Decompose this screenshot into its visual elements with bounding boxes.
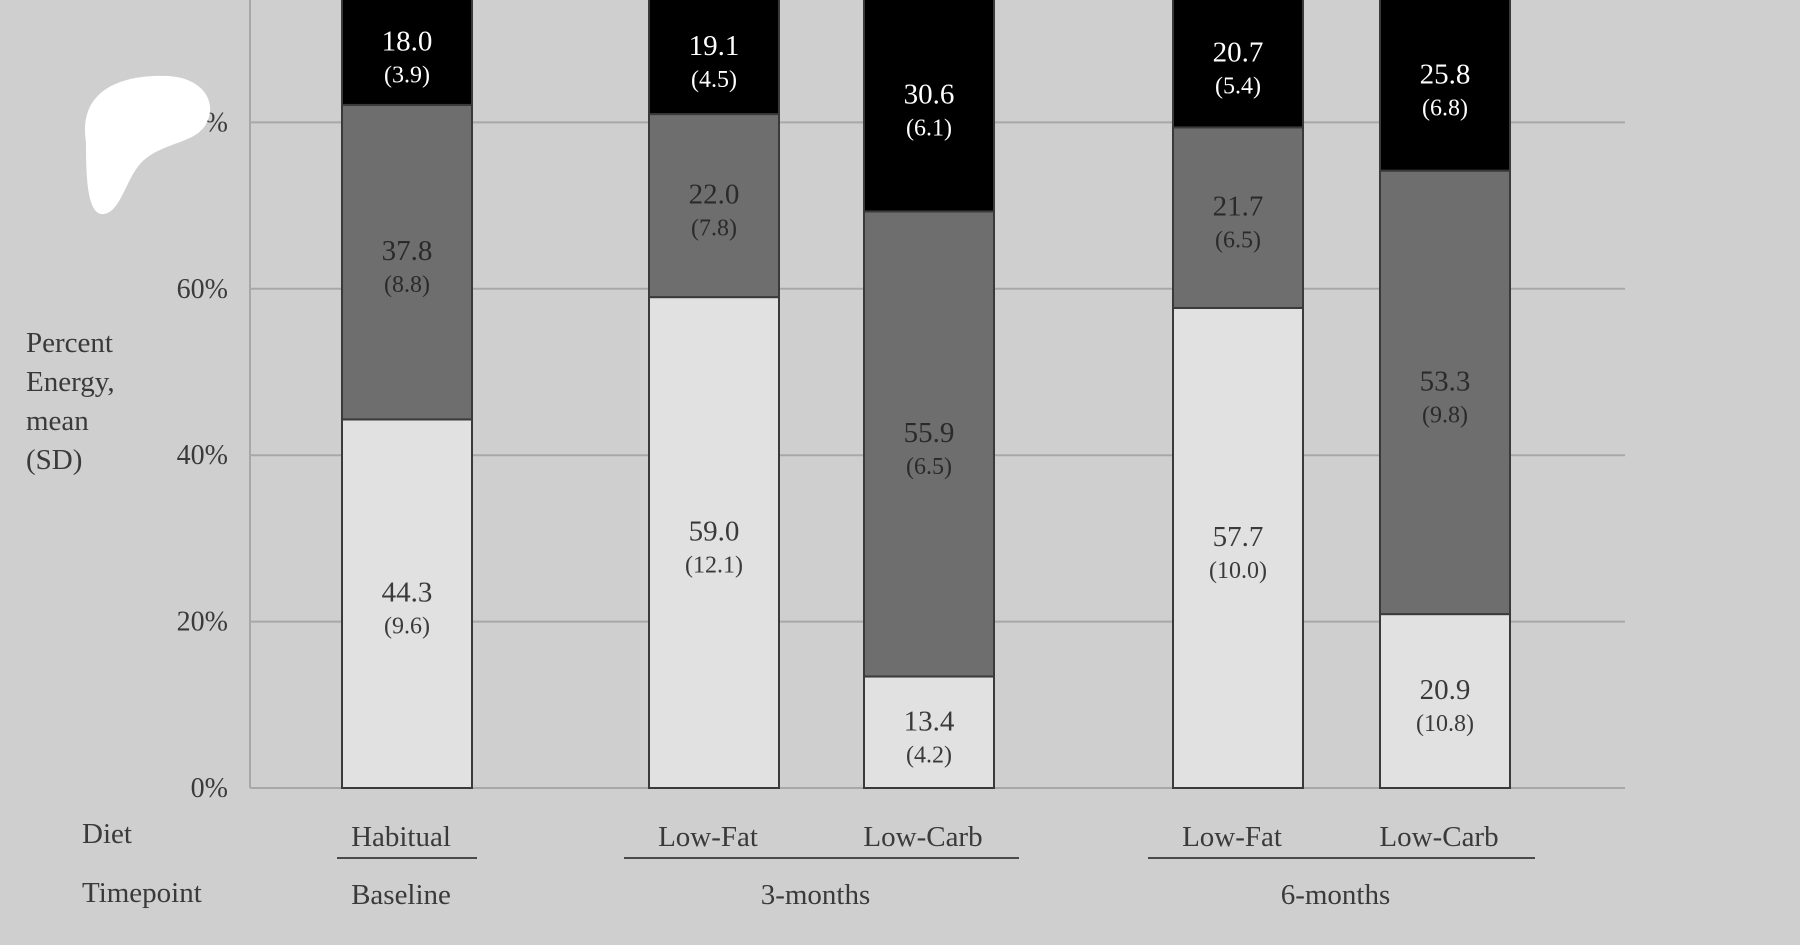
- bar-sd-label: (8.8): [384, 272, 430, 298]
- y-axis-label-line: Percent: [26, 327, 113, 359]
- bar-segment: [863, 0, 995, 213]
- bar-segment: [1379, 0, 1511, 172]
- y-tick-label: 0%: [191, 773, 228, 804]
- bar-value-label: 59.0: [689, 516, 740, 548]
- bar-segment: [1172, 126, 1304, 309]
- bar-segment: [1172, 0, 1304, 129]
- bar-segment: [1379, 169, 1511, 616]
- y-axis-label: Percent Energy, mean (SD): [26, 327, 115, 476]
- y-axis-label-line: Energy,: [26, 366, 115, 398]
- bar-value-label: 57.7: [1213, 521, 1264, 553]
- category-labels: Habitual Low-Fat Low-Carb Low-Fat Low-Carb Ba…: [337, 821, 1535, 911]
- bar-value-label: 30.6: [904, 79, 955, 111]
- bar-value-label: 20.7: [1213, 37, 1264, 69]
- timepoint-label: 3-months: [761, 879, 871, 911]
- bars: 44.3 (9.6) 37.8 (8.8) 18.0 (3.9) 59.0 (12.1) 22.…: [341, 0, 1511, 790]
- bar-value-label: 19.1: [689, 30, 740, 62]
- bar-sd-label: (6.5): [1215, 228, 1261, 254]
- bar-value-label: 37.8: [382, 235, 433, 267]
- bar-value-label: 22.0: [689, 179, 740, 211]
- bar-value-label: 53.3: [1420, 365, 1471, 397]
- category-label: Low-Carb: [1379, 821, 1498, 853]
- bar-segment: [648, 296, 780, 789]
- bar-value-label: 44.3: [382, 577, 433, 609]
- bar-sd-label: (10.0): [1209, 558, 1267, 584]
- y-axis-label-line: mean: [26, 405, 89, 437]
- bar-segment: [648, 0, 780, 116]
- bar-segment: [863, 210, 995, 678]
- bar-segment: [863, 675, 995, 790]
- bar-value-label: 18.0: [382, 25, 433, 57]
- bar-value-label: 20.9: [1420, 674, 1471, 706]
- timepoint-label: 6-months: [1281, 879, 1391, 911]
- bar-sd-label: (12.1): [685, 553, 743, 579]
- bar-segment: [341, 418, 473, 789]
- timepoint-row-label: Timepoint: [82, 877, 202, 909]
- bar-sd-label: (3.9): [384, 62, 430, 88]
- bar-value-label: 13.4: [904, 705, 955, 737]
- y-axis-label-line: (SD): [26, 444, 82, 476]
- bar-segment: [1172, 306, 1304, 789]
- bar-segment: [648, 113, 780, 299]
- bar-sd-label: (5.4): [1215, 74, 1261, 100]
- bar-sd-label: (10.8): [1416, 711, 1474, 737]
- bar-value-label: 55.9: [904, 417, 955, 449]
- bar-sd-label: (6.1): [906, 116, 952, 142]
- category-label: Low-Fat: [658, 821, 758, 853]
- bar-sd-label: (7.8): [691, 216, 737, 242]
- bar-sd-label: (4.2): [906, 742, 952, 768]
- bar-sd-label: (6.8): [1422, 95, 1468, 121]
- bar-segment: [341, 103, 473, 421]
- bar-sd-label: (6.5): [906, 454, 952, 480]
- y-tick-label: 20%: [177, 607, 228, 638]
- category-label: Low-Carb: [863, 821, 982, 853]
- bar-sd-label: (9.8): [1422, 402, 1468, 428]
- bar-sd-label: (9.6): [384, 614, 430, 640]
- bar-segment: [341, 0, 473, 106]
- diet-row-label: Diet: [82, 818, 132, 850]
- category-label: Low-Fat: [1182, 821, 1282, 853]
- timepoint-label: Baseline: [351, 879, 451, 911]
- category-label: Habitual: [351, 821, 451, 853]
- y-tick-label: 40%: [177, 440, 228, 471]
- bar-sd-label: (4.5): [691, 67, 737, 93]
- bar-segment: [1379, 613, 1511, 789]
- y-tick-label: 60%: [177, 274, 228, 305]
- bar-value-label: 25.8: [1420, 58, 1471, 90]
- white-blob-marker: [84, 75, 211, 215]
- bar-value-label: 21.7: [1213, 191, 1264, 223]
